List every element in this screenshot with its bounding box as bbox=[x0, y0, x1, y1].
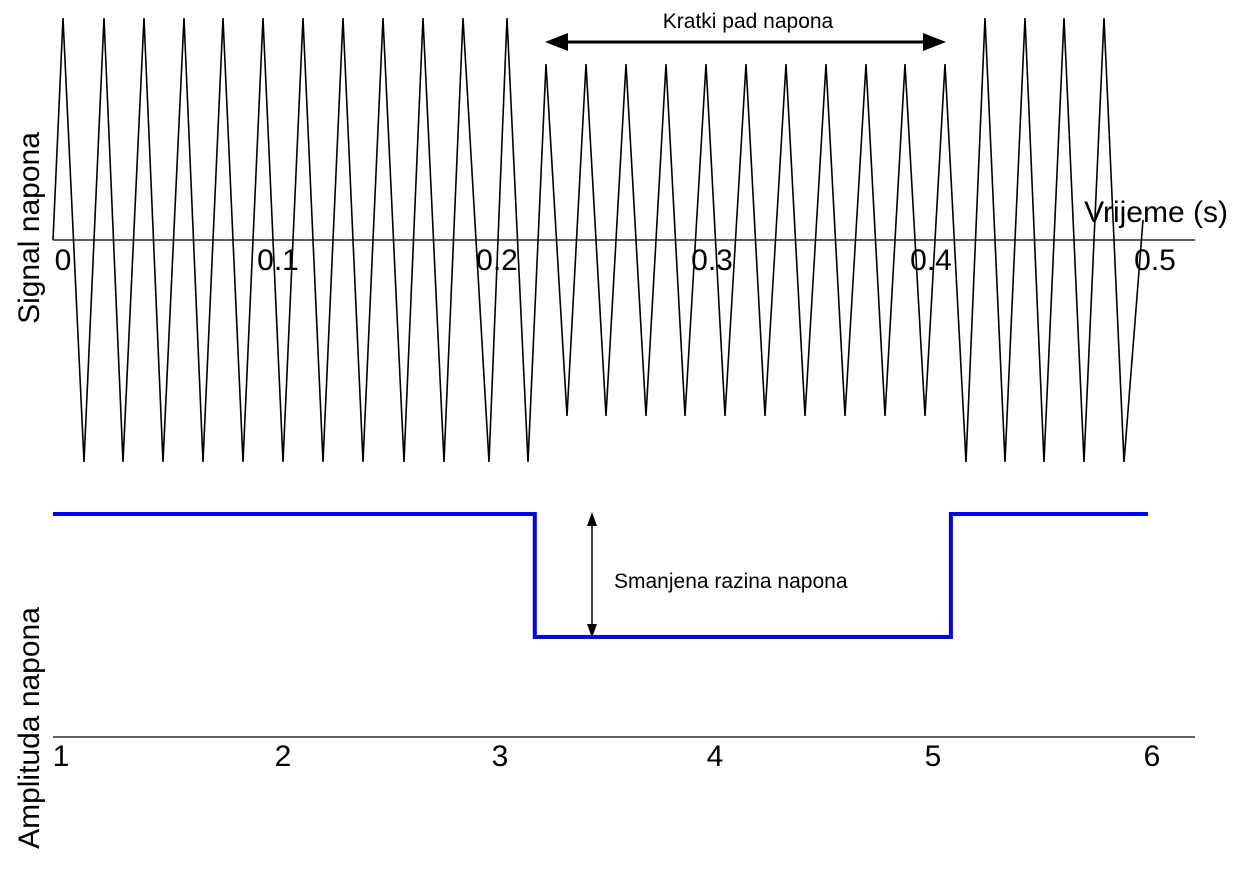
amplitude-tick-label: 2 bbox=[275, 740, 292, 773]
amplitude-panel: 1 2 3 4 5 6 Amplituda napona Smanjena razina … bbox=[13, 512, 1195, 849]
amplitude-tick-label: 4 bbox=[707, 740, 724, 773]
time-tick-label: 0 bbox=[55, 244, 72, 277]
signal-axis-title: Signal napona bbox=[13, 132, 46, 324]
amplitude-tick-label: 1 bbox=[53, 740, 70, 773]
short-sag-arrow-right-head bbox=[923, 33, 946, 51]
amplitude-tick-label: 3 bbox=[492, 740, 509, 773]
amplitude-axis-title: Amplituda napona bbox=[13, 607, 46, 849]
signal-panel: 0 0.1 0.2 0.3 0.4 0.5 Vrijeme (s) Signal napo… bbox=[13, 10, 1228, 463]
short-sag-label: Kratki pad napona bbox=[663, 10, 834, 33]
short-sag-annotation: Kratki pad napona bbox=[545, 10, 946, 51]
reduced-level-label: Smanjena razina napona bbox=[614, 570, 848, 593]
amplitude-line bbox=[53, 512, 1148, 639]
amplitude-tick-labels: 1 2 3 4 5 6 bbox=[53, 740, 1161, 773]
time-tick-label: 0.5 bbox=[1134, 244, 1176, 277]
time-axis-title: Vrijeme (s) bbox=[1084, 196, 1228, 229]
reduced-level-annotation: Smanjena razina napona bbox=[587, 512, 848, 638]
reduced-level-arrow-top-head bbox=[587, 512, 597, 526]
time-tick-label: 0.2 bbox=[476, 244, 518, 277]
reduced-level-arrow-bottom-head bbox=[587, 624, 597, 638]
amplitude-tick-label: 6 bbox=[1144, 740, 1161, 773]
short-sag-arrow-left-head bbox=[545, 33, 568, 51]
time-tick-labels: 0 0.1 0.2 0.3 0.4 0.5 bbox=[55, 244, 1176, 277]
amplitude-tick-label: 5 bbox=[925, 740, 942, 773]
time-tick-label: 0.3 bbox=[691, 244, 733, 277]
time-tick-label: 0.1 bbox=[257, 244, 299, 277]
time-tick-label: 0.4 bbox=[910, 244, 952, 277]
